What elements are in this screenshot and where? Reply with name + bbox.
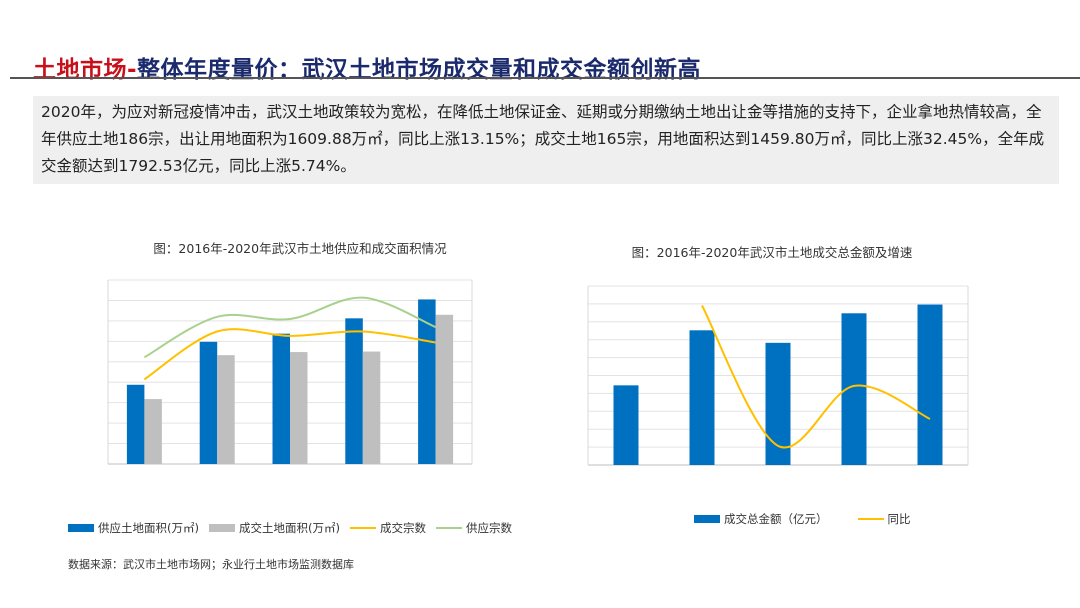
legend-label: 成交土地面积(万㎡) [238, 521, 340, 535]
bar-成交土地面积(万㎡)-2020 [435, 314, 454, 464]
line-成交宗数 [143, 328, 436, 381]
bar-成交总金额（亿元）-2018 [765, 342, 791, 465]
chart2-title: 图：2016年-2020年武汉市土地成交总金额及增速 [631, 245, 913, 260]
bar-成交总金额（亿元）-2020 [917, 304, 943, 465]
legend-swatch [435, 527, 462, 529]
bar-成交土地面积(万㎡)-2018 [290, 352, 308, 464]
bar-成交土地面积(万㎡)-2017 [217, 355, 235, 464]
legend-item: 成交土地面积(万㎡) [208, 520, 340, 536]
bar-供应土地面积(万㎡)-2017 [199, 341, 218, 464]
bar-供应土地面积(万㎡)-2016 [126, 384, 145, 464]
legend-swatch [349, 527, 376, 529]
title-divider [10, 77, 1080, 79]
data-source: 数据来源：武汉市土地市场网；永业行土地市场监测数据库 [68, 558, 354, 571]
legend-label: 供应宗数 [465, 521, 512, 535]
legend-label: 成交宗数 [379, 521, 426, 535]
bar-成交土地面积(万㎡)-2019 [362, 351, 381, 464]
bar-供应土地面积(万㎡)-2018 [272, 333, 290, 464]
summary-text: 2020年，为应对新冠疫情冲击，武汉土地政策较为宽松，在降低土地保证金、延期或分… [33, 96, 1059, 184]
line-供应宗数 [143, 296, 436, 359]
legend-label: 供应土地面积(万㎡) [98, 521, 199, 535]
line-同比 [701, 305, 931, 449]
bar-成交总金额（亿元）-2017 [689, 330, 715, 465]
chart1-title: 图：2016年-2020年武汉市土地供应和成交面积情况 [153, 241, 447, 256]
legend-label: 同比 [887, 512, 911, 526]
legend-item: 成交宗数 [349, 520, 426, 536]
legend-item: 同比 [857, 511, 911, 527]
chart1-legend: 供应土地面积(万㎡) 成交土地面积(万㎡) 成交宗数 供应宗数 [68, 520, 522, 536]
chart2-legend: 成交总金额（亿元） 同比 [694, 511, 921, 527]
legend-item: 供应土地面积(万㎡) [68, 520, 199, 536]
bar-供应土地面积(万㎡)-2019 [345, 318, 363, 464]
legend-item: 成交总金额（亿元） [694, 511, 828, 527]
legend-item: 供应宗数 [435, 520, 512, 536]
legend-label: 成交总金额（亿元） [724, 512, 828, 526]
legend-swatch [68, 524, 94, 532]
legend-swatch [208, 524, 235, 532]
bar-成交土地面积(万㎡)-2016 [144, 399, 162, 464]
legend-swatch [694, 515, 720, 523]
bar-成交总金额（亿元）-2016 [613, 385, 639, 465]
legend-swatch [857, 518, 884, 520]
